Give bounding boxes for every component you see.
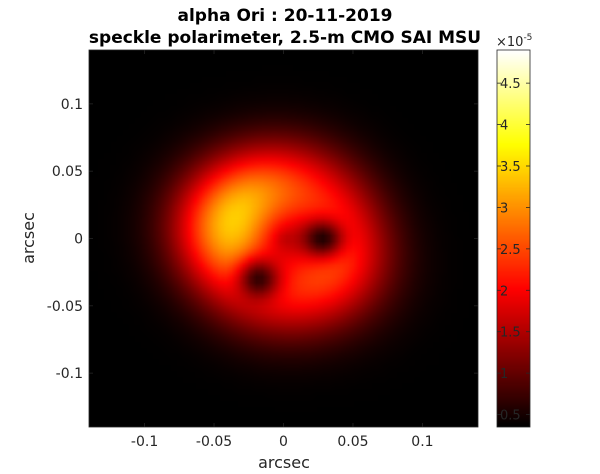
y-tick-label: -0.1 <box>56 366 83 382</box>
x-axis-label: arcsec <box>258 453 310 472</box>
x-tick-label: 0 <box>279 434 288 450</box>
x-tick-label: 0.1 <box>411 434 433 450</box>
y-axis-label: arcsec <box>19 212 38 264</box>
x-tick-label: -0.05 <box>196 434 232 450</box>
x-axis-ticks: -0.1 -0.05 0 0.05 0.1 <box>131 50 434 450</box>
y-tick-label: -0.05 <box>47 299 83 315</box>
colorbar-tick-label: 4.5 <box>500 77 521 92</box>
colorbar-tick-label: 1.5 <box>500 326 521 341</box>
colorbar-tick-label: 3.5 <box>500 160 521 175</box>
colorbar: 4.5 4 3.5 3 2.5 2 1.5 1 0.5 ×10-5 <box>496 33 532 428</box>
colorbar-exponent-base: ×10 <box>496 35 523 50</box>
colorbar-exponent: ×10-5 <box>496 33 532 50</box>
colorbar-tick-label: 3 <box>500 201 508 216</box>
chart-title-line-1: alpha Ori : 20-11-2019 <box>178 6 393 26</box>
colorbar-ticks: 4.5 4 3.5 3 2.5 2 1.5 1 0.5 <box>497 77 530 424</box>
colorbar-gradient <box>497 50 530 427</box>
colorbar-tick-label: 0.5 <box>500 409 521 424</box>
y-axis-ticks: 0.1 0.05 0 -0.05 -0.1 <box>47 97 478 382</box>
colorbar-tick-label: 4 <box>500 119 508 134</box>
y-tick-label: 0.05 <box>52 164 83 180</box>
colorbar-tick-label: 1 <box>500 367 508 382</box>
x-tick-label: 0.05 <box>337 434 368 450</box>
plot-area: -0.1 -0.05 0 0.05 0.1 0.1 0.05 0 -0.05 -0.1 <box>47 49 479 450</box>
chart-title-line-2: speckle polarimeter, 2.5-m CMO SAI MSU <box>89 28 481 48</box>
colorbar-tick-label: 2 <box>500 284 508 299</box>
colorbar-frame <box>496 49 531 428</box>
y-tick-label: 0 <box>74 232 83 248</box>
y-tick-label: 0.1 <box>61 97 83 113</box>
x-tick-label: -0.1 <box>131 434 158 450</box>
colorbar-tick-label: 2.5 <box>500 243 521 258</box>
heatmap-image <box>89 50 478 427</box>
colorbar-exponent-power: -5 <box>523 33 532 43</box>
